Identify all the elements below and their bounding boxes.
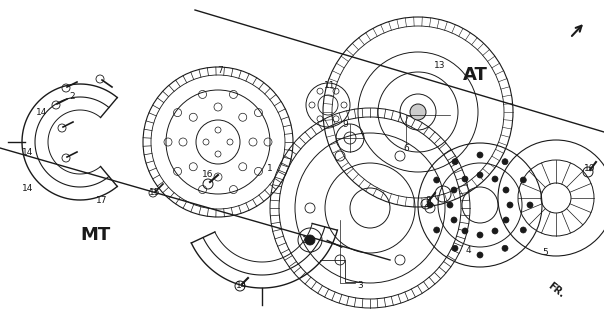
- Text: 9: 9: [342, 119, 348, 129]
- Circle shape: [451, 217, 457, 223]
- Text: 3: 3: [357, 281, 363, 290]
- Text: 4: 4: [465, 245, 471, 254]
- Circle shape: [410, 104, 426, 120]
- Text: 10: 10: [584, 164, 596, 172]
- Text: 6: 6: [403, 143, 409, 153]
- Circle shape: [503, 187, 509, 193]
- Text: 14: 14: [36, 108, 48, 116]
- Text: 13: 13: [434, 60, 446, 69]
- Text: 16: 16: [202, 170, 214, 179]
- Circle shape: [502, 245, 508, 251]
- Text: 1: 1: [267, 164, 273, 172]
- Circle shape: [427, 202, 433, 208]
- Circle shape: [527, 202, 533, 208]
- Text: 17: 17: [96, 196, 108, 204]
- Circle shape: [502, 159, 508, 165]
- Text: MT: MT: [80, 226, 110, 244]
- Circle shape: [447, 202, 453, 208]
- Circle shape: [520, 177, 526, 183]
- Circle shape: [477, 152, 483, 158]
- Circle shape: [434, 177, 440, 183]
- Text: 14: 14: [22, 183, 34, 193]
- Text: 8: 8: [425, 196, 431, 204]
- Circle shape: [503, 217, 509, 223]
- Circle shape: [507, 202, 513, 208]
- Circle shape: [520, 227, 526, 233]
- Text: 12: 12: [303, 236, 313, 244]
- Text: 11: 11: [324, 81, 336, 90]
- Text: 2: 2: [69, 92, 75, 100]
- Circle shape: [462, 176, 468, 182]
- Circle shape: [477, 232, 483, 238]
- Circle shape: [462, 228, 468, 234]
- Circle shape: [305, 235, 315, 245]
- Text: AT: AT: [463, 66, 487, 84]
- Text: 15: 15: [149, 188, 161, 196]
- Text: FR.: FR.: [546, 281, 566, 300]
- Circle shape: [434, 227, 440, 233]
- Circle shape: [477, 172, 483, 178]
- Text: 7: 7: [217, 66, 223, 75]
- Text: 5: 5: [542, 247, 548, 257]
- Circle shape: [452, 159, 458, 165]
- Circle shape: [477, 252, 483, 258]
- Text: 14: 14: [236, 281, 248, 290]
- Text: 14: 14: [22, 148, 34, 156]
- Circle shape: [451, 187, 457, 193]
- Circle shape: [492, 228, 498, 234]
- Circle shape: [492, 176, 498, 182]
- Circle shape: [452, 245, 458, 251]
